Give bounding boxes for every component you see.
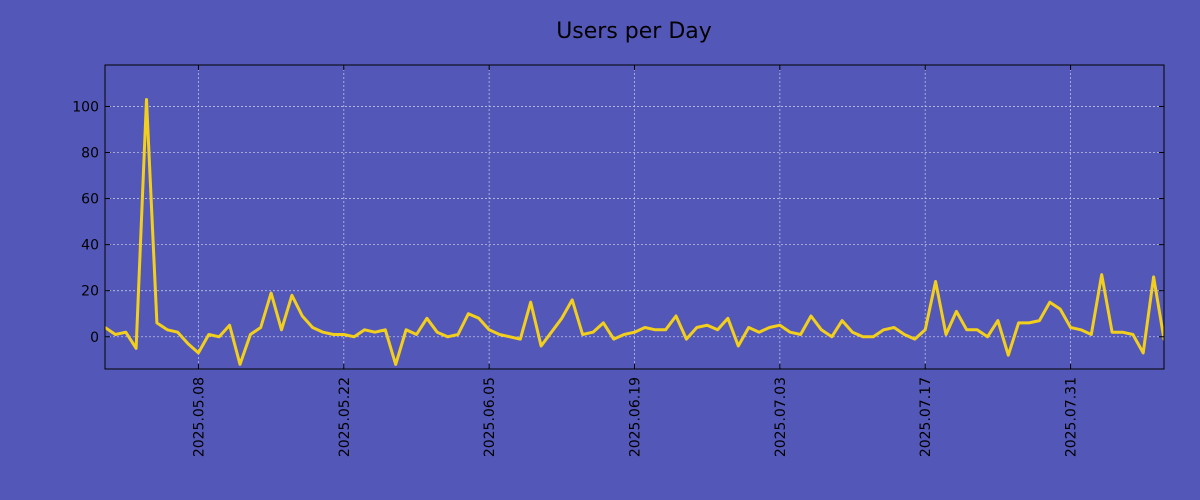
y-tick-label: 40: [81, 238, 99, 254]
chart-title: Users per Day: [556, 19, 712, 44]
x-tick-label: 2025.07.31: [1064, 377, 1080, 457]
y-tick-label: 20: [81, 284, 99, 300]
y-tick-label: 100: [72, 99, 99, 115]
series-layer: [105, 98, 1164, 366]
x-tick-label: 2025.07.03: [773, 377, 789, 457]
y-tick-label: 80: [81, 146, 99, 162]
x-tick-label: 2025.06.19: [628, 377, 644, 457]
series-line-users: [105, 98, 1164, 366]
x-tick-label: 2025.05.22: [337, 377, 353, 457]
y-tick-label: 0: [90, 330, 99, 346]
grid-layer: [105, 65, 1164, 369]
x-tick-label: 2025.06.05: [482, 377, 498, 457]
x-tick-label: 2025.05.08: [191, 377, 207, 457]
y-tick-label: 60: [81, 192, 99, 208]
x-tick-label: 2025.07.17: [918, 377, 934, 457]
tick-layer: 0 20 40 60 80 100 2025.05.08 2025.05.22 2025.06.…: [72, 65, 1164, 457]
